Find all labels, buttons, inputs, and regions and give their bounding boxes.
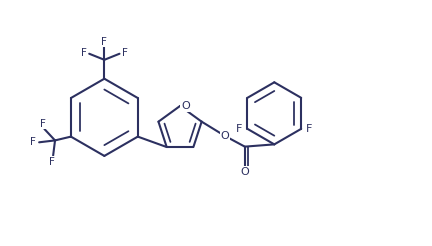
Text: F: F xyxy=(236,124,242,134)
Text: F: F xyxy=(49,157,55,167)
Text: F: F xyxy=(30,137,36,147)
Text: F: F xyxy=(306,124,313,134)
Text: O: O xyxy=(181,101,190,111)
Text: F: F xyxy=(40,119,46,129)
Text: F: F xyxy=(122,48,128,58)
Text: F: F xyxy=(102,37,107,47)
Text: O: O xyxy=(241,167,249,177)
Text: F: F xyxy=(81,48,87,58)
Text: O: O xyxy=(221,131,229,141)
